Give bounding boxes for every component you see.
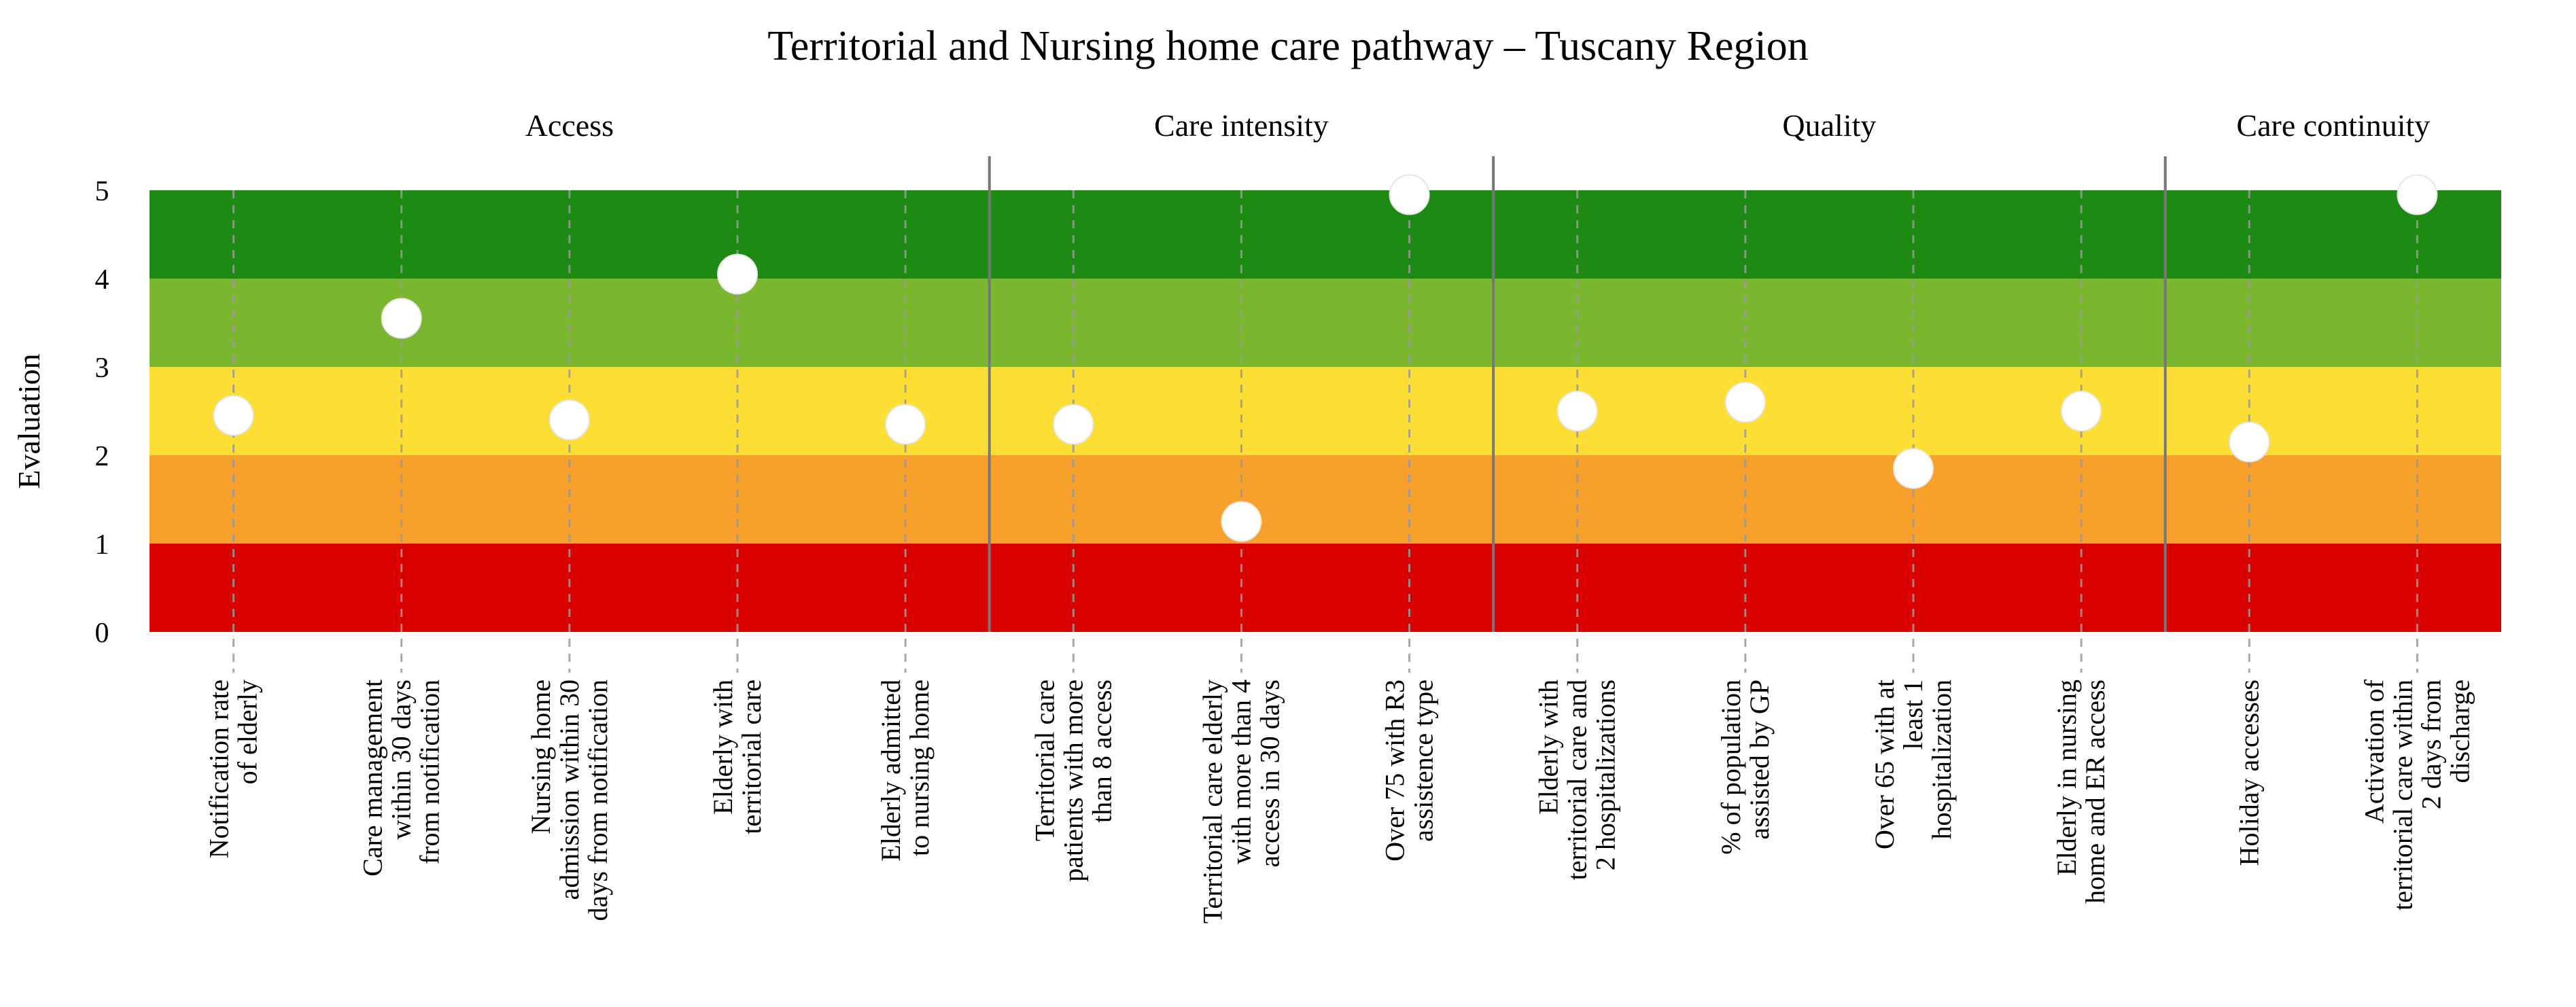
band-2: [150, 367, 2501, 455]
x-tick-label: Nursing home: [525, 679, 556, 834]
y-axis-label: Evaluation: [12, 353, 46, 489]
x-tick-label: access in 30 days: [1254, 679, 1285, 868]
y-tick-label: 2: [95, 441, 109, 472]
data-point: [1221, 501, 1262, 542]
x-tick-label: Elderly in nursing: [2051, 679, 2082, 876]
x-tick-label: within 30 days: [386, 679, 417, 840]
x-tick-label: admission within 30: [554, 679, 585, 900]
x-tick-label: Territorial care: [1029, 679, 1060, 841]
x-tick-label: than 8 access: [1086, 679, 1117, 823]
x-tick-label: Over 65 with at: [1869, 679, 1900, 849]
x-tick-label: Elderly with: [1533, 679, 1564, 815]
data-point: [1556, 391, 1598, 431]
band-4: [150, 190, 2501, 279]
x-tick-label: with more than 4: [1225, 679, 1256, 864]
x-tick-label: days from notification: [582, 679, 613, 921]
data-point: [1893, 448, 1934, 489]
data-point: [381, 298, 422, 339]
x-tick-label: of elderly: [232, 679, 263, 784]
x-tick-label: territorial care and: [1562, 679, 1592, 880]
group-label: Care intensity: [1154, 108, 1329, 143]
x-tick-label: territorial care: [736, 679, 767, 834]
data-point: [213, 395, 254, 436]
x-tick-label: 2 hospitalizations: [1590, 679, 1621, 870]
x-tick-label: to nursing home: [904, 679, 935, 856]
x-tick-label: Activation of: [2359, 679, 2389, 824]
group-label: Quality: [1782, 108, 1876, 143]
x-tick-label: assisted by GP: [1744, 679, 1775, 840]
y-tick-label: 5: [95, 176, 109, 207]
x-tick-label: Holiday accesses: [2233, 679, 2264, 866]
data-point: [1724, 382, 1766, 423]
x-tick-label: assistence type: [1408, 679, 1439, 842]
x-tick-label: Over 75 with R3: [1380, 679, 1410, 862]
x-tick-label: patients with more: [1058, 679, 1088, 882]
x-tick-label: Notification rate: [204, 679, 234, 858]
band-3: [150, 279, 2501, 367]
y-tick-label: 4: [95, 264, 109, 296]
y-tick-label: 3: [95, 353, 109, 384]
y-tick-label: 0: [95, 618, 109, 649]
x-tick-label: Territorial care elderly: [1197, 679, 1228, 923]
x-tick-label: discharge: [2444, 679, 2475, 783]
data-point: [717, 253, 758, 295]
x-tick-label: home and ER access: [2080, 679, 2110, 904]
data-point: [2229, 421, 2270, 463]
x-tick-label: Care management: [358, 679, 388, 877]
x-tick-label: Elderly admitted: [875, 679, 906, 862]
y-tick-label: 1: [95, 529, 109, 561]
x-tick-label: territorial care within: [2387, 679, 2418, 911]
data-point: [2397, 174, 2438, 215]
band-1: [150, 455, 2501, 544]
group-label: Access: [525, 108, 614, 143]
data-point: [2061, 391, 2102, 431]
x-tick-label: hospitalization: [1926, 679, 1957, 840]
band-0: [150, 544, 2501, 632]
x-tick-label: 2 days from: [2416, 679, 2446, 809]
x-tick-label: from notification: [415, 679, 445, 864]
data-point: [1053, 404, 1094, 445]
group-label: Care continuity: [2236, 108, 2430, 143]
data-point: [549, 400, 590, 440]
chart-title: Territorial and Nursing home care pathwa…: [767, 23, 1809, 69]
x-tick-label: % of population: [1716, 679, 1746, 855]
data-point: [1389, 174, 1430, 215]
data-point: [885, 404, 926, 445]
x-tick-label: Elderly with: [708, 679, 738, 815]
x-tick-label: least 1: [1898, 679, 1928, 749]
